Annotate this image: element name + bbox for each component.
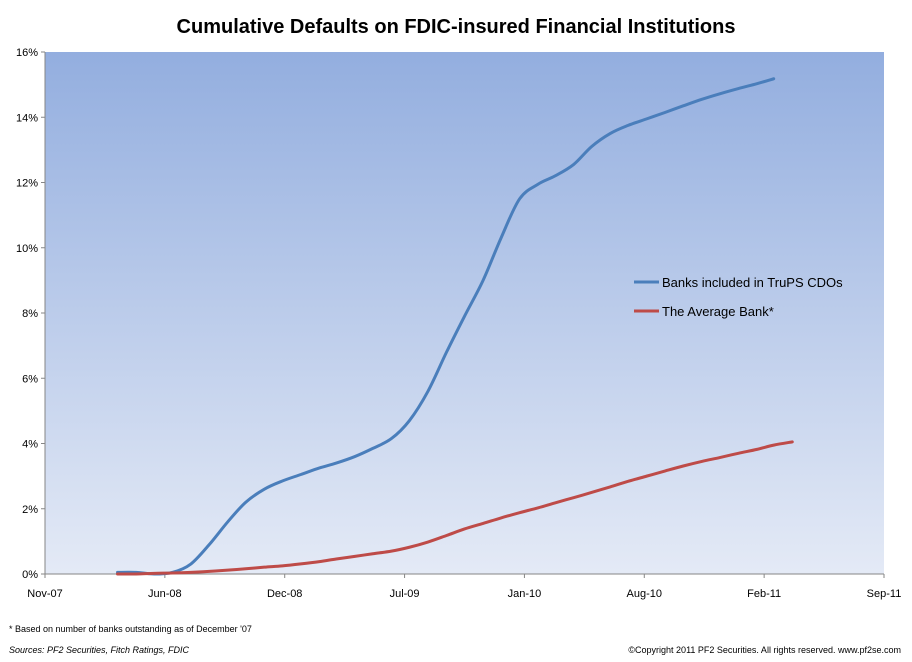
y-tick-label: 16%: [16, 47, 38, 59]
y-tick-label: 10%: [16, 243, 38, 255]
x-tick-label: Jun-08: [148, 588, 182, 600]
sources-note: Sources: PF2 Securities, Fitch Ratings, …: [9, 645, 190, 655]
x-tick-label: Feb-11: [747, 588, 781, 600]
footnote: * Based on number of banks outstanding a…: [9, 624, 252, 634]
x-axis: Nov-07 Jun-08 Dec-08 Jul-09 Jan-10 Aug-10 Feb-…: [27, 573, 902, 600]
series-line-2: [116, 440, 794, 576]
y-tick-label: 8%: [22, 308, 38, 320]
y-tick-label: 2%: [22, 504, 38, 516]
y-axis: 0% 2% 4% 6% 8% 10% 12% 14% 16%: [16, 47, 46, 581]
copyright-note: ©Copyright 2011 PF2 Securities. All righ…: [628, 645, 901, 655]
x-tick-label: Aug-10: [627, 588, 662, 600]
x-tick-label: Dec-08: [267, 588, 302, 600]
x-tick-label: Jan-10: [508, 588, 542, 600]
chart-title: Cumulative Defaults on FDIC-insured Fina…: [176, 16, 736, 38]
y-tick-label: 12%: [16, 178, 38, 190]
y-tick-label: 14%: [16, 112, 38, 124]
x-tick-label: Jul-09: [390, 588, 420, 600]
legend-label: Banks included in TruPS CDOs: [662, 275, 843, 290]
legend-label: The Average Bank*: [662, 304, 774, 319]
x-tick-label: Sep-11: [867, 588, 902, 600]
legend: Banks included in TruPS CDOs The Average …: [634, 275, 843, 319]
y-tick-label: 6%: [22, 373, 38, 385]
series-line-1: [116, 77, 776, 576]
y-tick-label: 0%: [22, 569, 38, 581]
x-tick-label: Nov-07: [27, 588, 62, 600]
series-lines: [116, 77, 794, 576]
y-tick-label: 4%: [22, 439, 38, 451]
